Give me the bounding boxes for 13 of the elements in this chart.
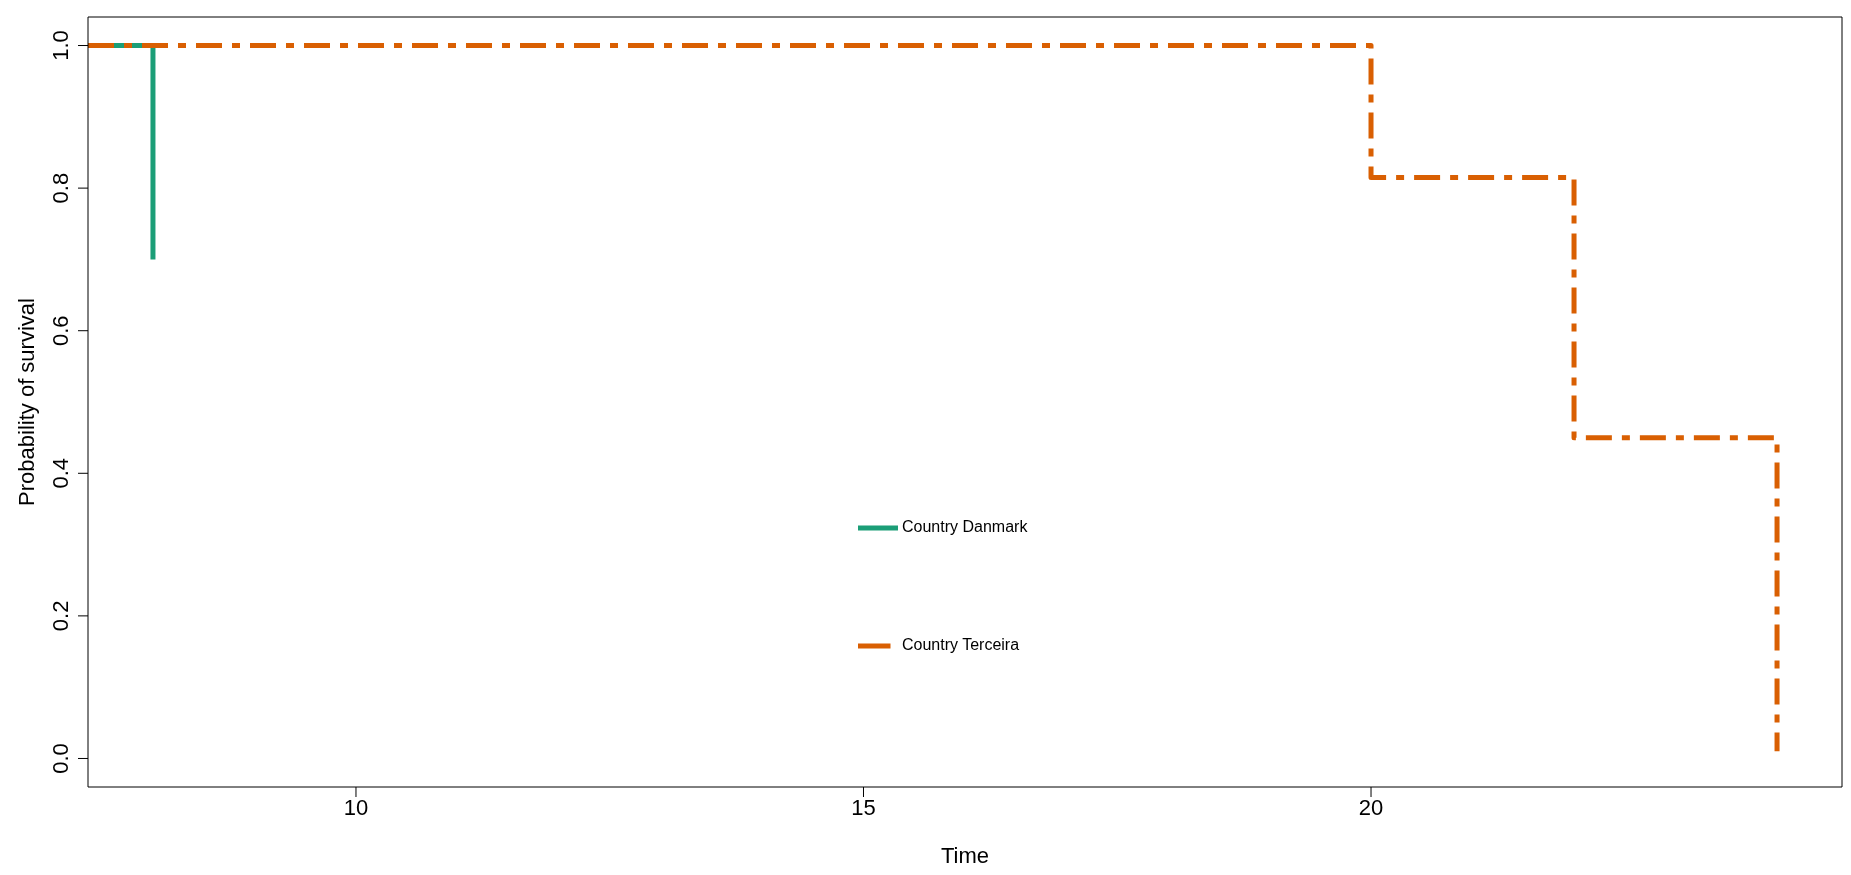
x-tick-label: 20 xyxy=(1358,794,1384,820)
legend-label: Country Danmark xyxy=(902,517,1028,537)
x-tick-label: 15 xyxy=(851,794,876,820)
legend-label: Country Terceira xyxy=(902,635,1020,655)
y-tick-label: 0.2 xyxy=(48,600,73,632)
y-tick-label: 0.6 xyxy=(48,315,73,346)
y-axis-title: Probability of survival xyxy=(13,298,39,506)
y-tick-label: 0.8 xyxy=(48,172,73,204)
x-tick-label: 10 xyxy=(343,794,369,820)
x-axis-title: Time xyxy=(940,843,990,868)
y-tick-label: 0.0 xyxy=(48,743,73,774)
y-tick-label: 0.4 xyxy=(48,458,73,489)
y-tick-label: 1.0 xyxy=(48,30,73,61)
